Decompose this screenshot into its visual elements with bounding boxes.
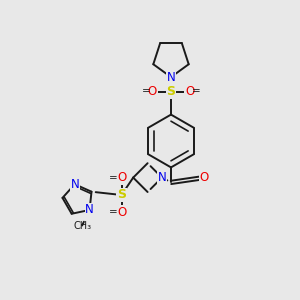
Text: O: O xyxy=(200,171,208,184)
Text: =: = xyxy=(141,86,150,97)
Text: =: = xyxy=(109,207,118,218)
Text: N: N xyxy=(70,178,79,191)
Text: O: O xyxy=(185,85,194,98)
Text: O: O xyxy=(117,171,126,184)
Text: N: N xyxy=(158,171,166,184)
Text: S: S xyxy=(117,188,126,202)
Text: N: N xyxy=(167,70,176,84)
Text: O: O xyxy=(148,85,157,98)
Text: =: = xyxy=(192,86,201,97)
Text: =: = xyxy=(109,172,118,183)
Text: O: O xyxy=(117,206,126,219)
Text: S: S xyxy=(167,85,176,98)
Text: CH₃: CH₃ xyxy=(73,220,91,230)
Text: N: N xyxy=(85,203,94,216)
